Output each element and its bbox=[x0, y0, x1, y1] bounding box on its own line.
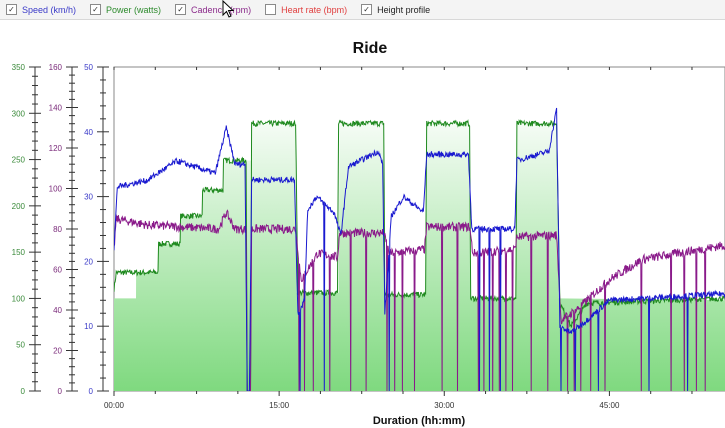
y-tick-label: 80 bbox=[53, 225, 62, 234]
y-tick-label: 100 bbox=[49, 185, 63, 194]
y-tick-label: 300 bbox=[12, 109, 26, 118]
speed-series-line bbox=[114, 107, 725, 391]
y-tick-label: 200 bbox=[12, 202, 26, 211]
checkbox-label: Heart rate (bpm) bbox=[281, 4, 348, 15]
y-tick-label: 40 bbox=[84, 128, 93, 137]
checkbox-label: Height profile bbox=[377, 4, 431, 15]
mouse-cursor-icon bbox=[222, 0, 235, 18]
cadence-axis: 0 20 40 60 80 100 120 140 160 bbox=[49, 63, 78, 396]
y-tick-label: 140 bbox=[49, 104, 63, 113]
y-tick-label: 40 bbox=[53, 306, 62, 315]
checkbox-label: Speed (km/h) bbox=[22, 4, 77, 15]
y-tick-label: 20 bbox=[84, 257, 93, 266]
y-tick-label: 250 bbox=[12, 156, 26, 165]
y-tick-label: 160 bbox=[49, 63, 63, 72]
toggle-speed-checkbox[interactable]: ✓ Speed (km/h) bbox=[6, 4, 76, 15]
checkmark-icon: ✓ bbox=[175, 4, 187, 15]
toggle-cadence-checkbox[interactable]: ✓ Cadence (rpm) bbox=[175, 4, 251, 15]
ride-chart: Ride 05010015020025030035002040608010012… bbox=[12, 40, 725, 427]
y-tick-label: 120 bbox=[49, 144, 63, 153]
y-tick-label: 150 bbox=[12, 248, 26, 257]
empty-checkbox-icon bbox=[265, 4, 277, 15]
x-tick-label: 00:00 bbox=[104, 401, 125, 410]
checkmark-icon: ✓ bbox=[6, 4, 17, 15]
toggle-height-checkbox[interactable]: ✓ Height profile bbox=[361, 4, 430, 15]
y-tick-label: 100 bbox=[12, 294, 26, 303]
x-tick-label: 45:00 bbox=[599, 401, 620, 410]
x-tick-label: 15:00 bbox=[269, 401, 290, 410]
x-tick-label: 30:00 bbox=[434, 401, 455, 410]
y-tick-label: 20 bbox=[53, 347, 62, 356]
y-tick-label: 0 bbox=[21, 387, 26, 396]
y-tick-label: 350 bbox=[12, 63, 26, 72]
checkbox-label: Power (watts) bbox=[106, 4, 162, 15]
y-tick-label: 30 bbox=[84, 193, 93, 202]
y-tick-label: 10 bbox=[84, 322, 93, 331]
speed-axis: 0 10 20 30 40 50 bbox=[84, 63, 109, 396]
power-axis: 0 50 100 150 200 250 300 350 bbox=[12, 63, 41, 396]
y-tick-label: 50 bbox=[16, 341, 25, 350]
series-toggle-bar: ✓ Speed (km/h) ✓ Power (watts) ✓ Cadence (rpm… bbox=[0, 0, 725, 20]
checkmark-icon: ✓ bbox=[90, 4, 102, 15]
cadence-series-line bbox=[114, 209, 725, 391]
x-axis-label: Duration (hh:mm) bbox=[373, 415, 466, 427]
checkmark-icon: ✓ bbox=[361, 4, 373, 15]
y-tick-label: 0 bbox=[89, 387, 94, 396]
chart-title: Ride bbox=[353, 40, 388, 57]
y-tick-label: 50 bbox=[84, 63, 93, 72]
checkbox-label: Cadence (rpm) bbox=[191, 4, 252, 15]
y-tick-label: 60 bbox=[53, 266, 62, 275]
toggle-power-checkbox[interactable]: ✓ Power (watts) bbox=[90, 4, 161, 15]
toggle-heart-checkbox[interactable]: Heart rate (bpm) bbox=[265, 4, 347, 15]
y-tick-label: 0 bbox=[58, 387, 63, 396]
